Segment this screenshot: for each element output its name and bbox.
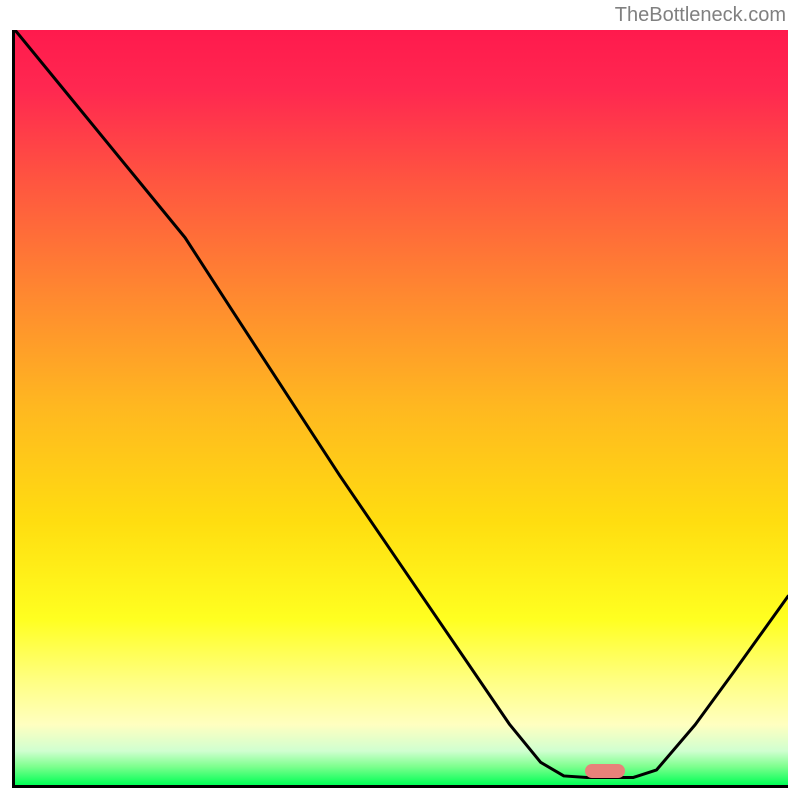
chart-plot-area [12, 30, 788, 788]
watermark-text: TheBottleneck.com [615, 4, 786, 27]
data-point-marker [585, 764, 625, 778]
chart-curve [15, 30, 788, 785]
